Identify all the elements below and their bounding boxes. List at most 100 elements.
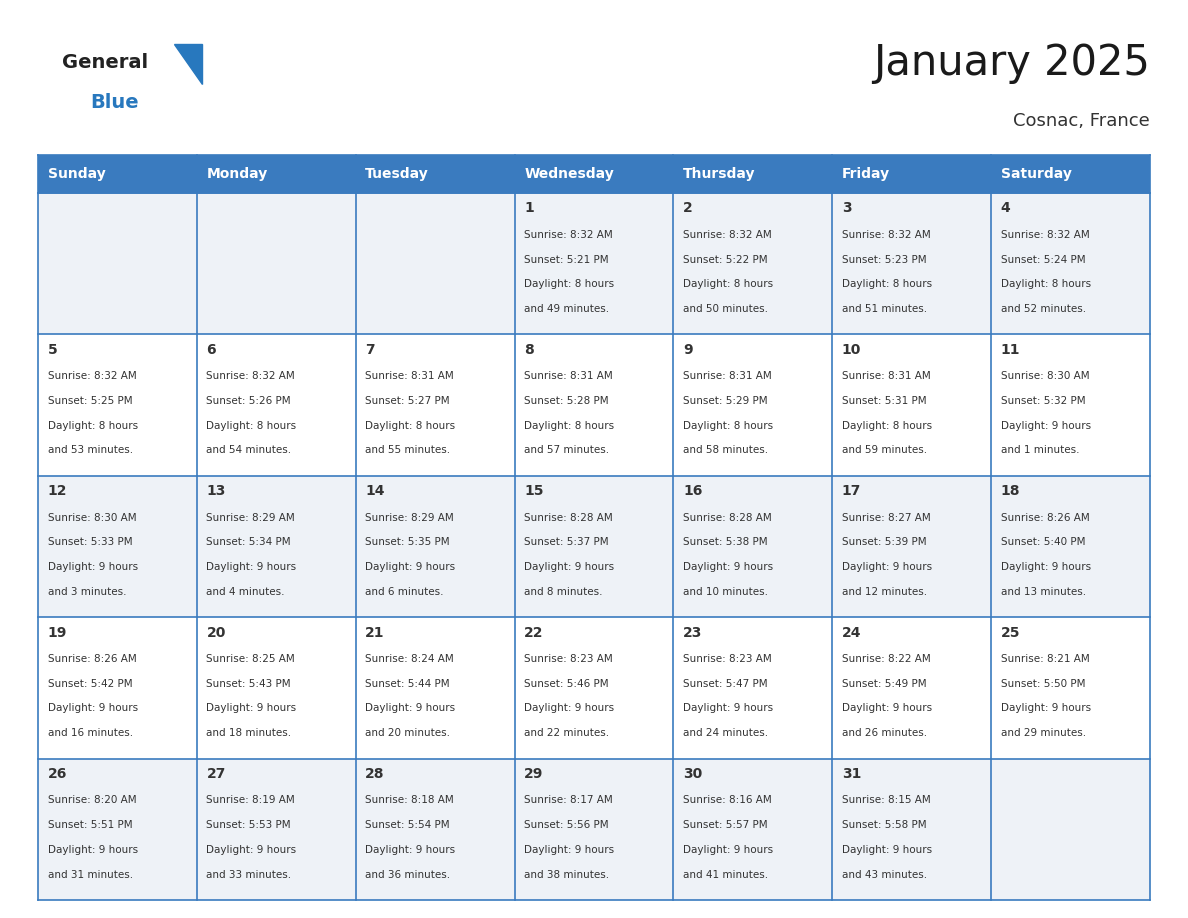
- Text: 15: 15: [524, 485, 544, 498]
- Text: Sunrise: 8:32 AM: Sunrise: 8:32 AM: [842, 230, 930, 240]
- Text: 12: 12: [48, 485, 67, 498]
- Text: and 50 minutes.: and 50 minutes.: [683, 304, 767, 314]
- Bar: [514, 617, 674, 758]
- Text: Daylight: 8 hours: Daylight: 8 hours: [842, 420, 931, 431]
- Text: Sunrise: 8:25 AM: Sunrise: 8:25 AM: [207, 654, 295, 664]
- Text: and 58 minutes.: and 58 minutes.: [683, 445, 769, 455]
- Text: Daylight: 9 hours: Daylight: 9 hours: [1000, 562, 1091, 572]
- Text: Sunrise: 8:32 AM: Sunrise: 8:32 AM: [207, 371, 295, 381]
- Text: Daylight: 8 hours: Daylight: 8 hours: [48, 420, 138, 431]
- Text: Sunday: Sunday: [48, 167, 106, 181]
- Text: January 2025: January 2025: [873, 42, 1150, 84]
- Text: Tuesday: Tuesday: [365, 167, 429, 181]
- Text: Sunset: 5:56 PM: Sunset: 5:56 PM: [524, 820, 608, 830]
- Bar: [833, 155, 991, 193]
- Text: General: General: [62, 52, 148, 72]
- Text: and 4 minutes.: and 4 minutes.: [207, 587, 285, 597]
- Text: Sunset: 5:38 PM: Sunset: 5:38 PM: [683, 537, 767, 547]
- Bar: [991, 334, 1150, 476]
- Text: Cosnac, France: Cosnac, France: [1013, 112, 1150, 130]
- Text: Daylight: 9 hours: Daylight: 9 hours: [1000, 703, 1091, 713]
- Text: Sunrise: 8:16 AM: Sunrise: 8:16 AM: [683, 795, 772, 805]
- Text: Sunrise: 8:26 AM: Sunrise: 8:26 AM: [1000, 512, 1089, 522]
- Text: Sunset: 5:22 PM: Sunset: 5:22 PM: [683, 254, 767, 264]
- Text: Sunrise: 8:27 AM: Sunrise: 8:27 AM: [842, 512, 930, 522]
- Text: Sunset: 5:40 PM: Sunset: 5:40 PM: [1000, 537, 1085, 547]
- Text: Sunset: 5:46 PM: Sunset: 5:46 PM: [524, 678, 608, 688]
- Bar: [355, 617, 514, 758]
- Text: and 3 minutes.: and 3 minutes.: [48, 587, 126, 597]
- Bar: [197, 758, 355, 900]
- Text: Sunset: 5:27 PM: Sunset: 5:27 PM: [365, 396, 450, 406]
- Bar: [514, 155, 674, 193]
- Text: Sunset: 5:31 PM: Sunset: 5:31 PM: [842, 396, 927, 406]
- Text: and 1 minutes.: and 1 minutes.: [1000, 445, 1079, 455]
- Text: 19: 19: [48, 626, 67, 640]
- Text: Sunrise: 8:23 AM: Sunrise: 8:23 AM: [683, 654, 772, 664]
- Text: and 59 minutes.: and 59 minutes.: [842, 445, 927, 455]
- Bar: [355, 193, 514, 334]
- Text: and 54 minutes.: and 54 minutes.: [207, 445, 291, 455]
- Text: 14: 14: [365, 485, 385, 498]
- Text: Daylight: 8 hours: Daylight: 8 hours: [207, 420, 297, 431]
- Text: Daylight: 9 hours: Daylight: 9 hours: [842, 562, 931, 572]
- Text: Daylight: 9 hours: Daylight: 9 hours: [683, 845, 773, 855]
- Text: 1: 1: [524, 201, 533, 216]
- Bar: [38, 155, 197, 193]
- Text: Sunrise: 8:18 AM: Sunrise: 8:18 AM: [365, 795, 454, 805]
- Text: 24: 24: [842, 626, 861, 640]
- Text: and 22 minutes.: and 22 minutes.: [524, 728, 609, 738]
- Bar: [38, 334, 197, 476]
- Text: Sunset: 5:37 PM: Sunset: 5:37 PM: [524, 537, 608, 547]
- Text: Daylight: 8 hours: Daylight: 8 hours: [683, 279, 773, 289]
- Bar: [38, 193, 197, 334]
- Text: Sunrise: 8:29 AM: Sunrise: 8:29 AM: [207, 512, 295, 522]
- Bar: [674, 476, 833, 617]
- Text: Daylight: 9 hours: Daylight: 9 hours: [207, 845, 297, 855]
- Text: 18: 18: [1000, 485, 1020, 498]
- Text: 13: 13: [207, 485, 226, 498]
- Text: Daylight: 9 hours: Daylight: 9 hours: [524, 562, 614, 572]
- Text: Sunrise: 8:17 AM: Sunrise: 8:17 AM: [524, 795, 613, 805]
- Text: and 13 minutes.: and 13 minutes.: [1000, 587, 1086, 597]
- Text: 5: 5: [48, 343, 57, 357]
- Text: Sunrise: 8:32 AM: Sunrise: 8:32 AM: [683, 230, 772, 240]
- Text: and 57 minutes.: and 57 minutes.: [524, 445, 609, 455]
- Text: Daylight: 9 hours: Daylight: 9 hours: [524, 845, 614, 855]
- Text: Sunrise: 8:26 AM: Sunrise: 8:26 AM: [48, 654, 137, 664]
- Text: and 31 minutes.: and 31 minutes.: [48, 869, 133, 879]
- Text: and 53 minutes.: and 53 minutes.: [48, 445, 133, 455]
- Bar: [355, 334, 514, 476]
- Bar: [833, 193, 991, 334]
- Bar: [514, 193, 674, 334]
- Text: Sunrise: 8:28 AM: Sunrise: 8:28 AM: [683, 512, 772, 522]
- Text: Sunrise: 8:31 AM: Sunrise: 8:31 AM: [365, 371, 454, 381]
- Text: Daylight: 8 hours: Daylight: 8 hours: [1000, 279, 1091, 289]
- Text: Sunrise: 8:21 AM: Sunrise: 8:21 AM: [1000, 654, 1089, 664]
- Text: 7: 7: [365, 343, 375, 357]
- Text: 4: 4: [1000, 201, 1011, 216]
- Text: Sunset: 5:51 PM: Sunset: 5:51 PM: [48, 820, 132, 830]
- Text: Sunrise: 8:15 AM: Sunrise: 8:15 AM: [842, 795, 930, 805]
- Bar: [674, 758, 833, 900]
- Text: Sunrise: 8:31 AM: Sunrise: 8:31 AM: [524, 371, 613, 381]
- Text: Daylight: 9 hours: Daylight: 9 hours: [683, 562, 773, 572]
- Text: Sunrise: 8:32 AM: Sunrise: 8:32 AM: [524, 230, 613, 240]
- Text: and 6 minutes.: and 6 minutes.: [365, 587, 444, 597]
- Text: 10: 10: [842, 343, 861, 357]
- Text: and 26 minutes.: and 26 minutes.: [842, 728, 927, 738]
- Text: Sunrise: 8:20 AM: Sunrise: 8:20 AM: [48, 795, 137, 805]
- Text: and 33 minutes.: and 33 minutes.: [207, 869, 291, 879]
- Bar: [514, 758, 674, 900]
- Text: Friday: Friday: [842, 167, 890, 181]
- Bar: [991, 617, 1150, 758]
- Text: Daylight: 9 hours: Daylight: 9 hours: [48, 845, 138, 855]
- Text: Sunrise: 8:19 AM: Sunrise: 8:19 AM: [207, 795, 295, 805]
- Bar: [38, 617, 197, 758]
- Text: 3: 3: [842, 201, 852, 216]
- Text: Sunset: 5:29 PM: Sunset: 5:29 PM: [683, 396, 767, 406]
- Text: and 29 minutes.: and 29 minutes.: [1000, 728, 1086, 738]
- Text: Sunset: 5:58 PM: Sunset: 5:58 PM: [842, 820, 927, 830]
- Bar: [197, 193, 355, 334]
- Bar: [991, 476, 1150, 617]
